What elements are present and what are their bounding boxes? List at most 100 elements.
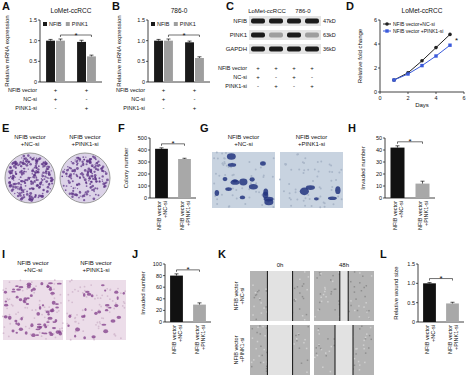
texture (306, 348, 308, 350)
pore (225, 152, 227, 154)
wound-edge (267, 271, 268, 321)
texture (299, 347, 301, 349)
texture (307, 326, 309, 328)
condition-sign: - (194, 96, 196, 102)
texture (320, 273, 322, 275)
texture (295, 299, 297, 301)
y-axis (418, 264, 419, 322)
plot-marks (423, 283, 459, 322)
colony (35, 177, 37, 179)
texture (318, 345, 320, 347)
pore (9, 298, 11, 300)
colony (78, 197, 80, 199)
pore (35, 309, 37, 311)
pore (223, 157, 225, 159)
pore (222, 164, 224, 166)
legend-marker (385, 22, 389, 26)
colony (102, 175, 104, 177)
colony (94, 164, 95, 165)
condition-sign: + (54, 87, 58, 93)
pore (99, 321, 101, 323)
colony (17, 182, 20, 185)
pore (319, 206, 321, 208)
colony (86, 193, 89, 196)
cell (249, 184, 258, 189)
pore (44, 306, 46, 308)
band (251, 33, 265, 38)
texture (363, 344, 365, 346)
texture (317, 355, 319, 357)
colony (25, 157, 27, 159)
bar (185, 42, 194, 82)
pore (231, 174, 233, 176)
colony (71, 193, 73, 195)
pore (329, 164, 331, 166)
axis-title: Colony number (123, 148, 129, 189)
colony (84, 169, 87, 172)
panel-label: K (218, 248, 226, 260)
colony (76, 183, 78, 185)
pore (39, 300, 41, 302)
image-label: NFIB vector+NC-si (17, 260, 49, 273)
colony (9, 185, 12, 188)
cell (105, 309, 108, 311)
pore (312, 180, 314, 182)
y-tick (163, 264, 165, 265)
plot-marks (170, 274, 206, 322)
pore (120, 292, 122, 294)
texture (359, 369, 361, 371)
pore (311, 205, 313, 207)
pore (320, 187, 322, 189)
pore (62, 322, 64, 324)
pore (235, 189, 237, 191)
texture (299, 279, 301, 281)
colony (24, 181, 26, 183)
texture (368, 347, 370, 349)
texture (354, 358, 356, 360)
pore (39, 304, 41, 306)
texture (371, 339, 373, 341)
y-tick (416, 264, 418, 265)
cell (84, 308, 86, 311)
pore (54, 297, 56, 299)
colony (77, 162, 79, 164)
pore (74, 321, 76, 323)
y-tick (148, 198, 150, 199)
pore (318, 171, 320, 173)
pore (241, 187, 243, 189)
pore (34, 317, 36, 319)
y-tick-label: 80 (156, 273, 162, 279)
cell (97, 311, 101, 314)
colony (23, 161, 24, 162)
colony (13, 183, 15, 185)
texture (364, 296, 366, 298)
pore (94, 298, 96, 300)
pore (17, 311, 19, 313)
colony (47, 166, 49, 168)
colony (29, 192, 32, 195)
texture (324, 291, 326, 293)
pore (59, 328, 61, 330)
cell (4, 291, 7, 294)
pore (66, 323, 68, 325)
colony (12, 186, 15, 189)
colony (20, 165, 22, 167)
pore (124, 302, 126, 304)
colony (37, 184, 39, 186)
pore (317, 161, 319, 163)
texture (259, 299, 261, 301)
y-tick-label: 40 (376, 147, 382, 153)
pore (303, 169, 305, 171)
pore (285, 163, 287, 165)
colony (79, 176, 81, 178)
title: 786-0 (171, 7, 188, 14)
colony (87, 168, 90, 171)
texture (263, 362, 265, 364)
pore (53, 283, 55, 285)
colony (92, 166, 93, 167)
pore (86, 296, 88, 298)
colony (12, 177, 15, 180)
row-label: NFIB vector+PINK1-si (233, 335, 245, 364)
texture (354, 310, 356, 312)
texture (325, 352, 327, 354)
